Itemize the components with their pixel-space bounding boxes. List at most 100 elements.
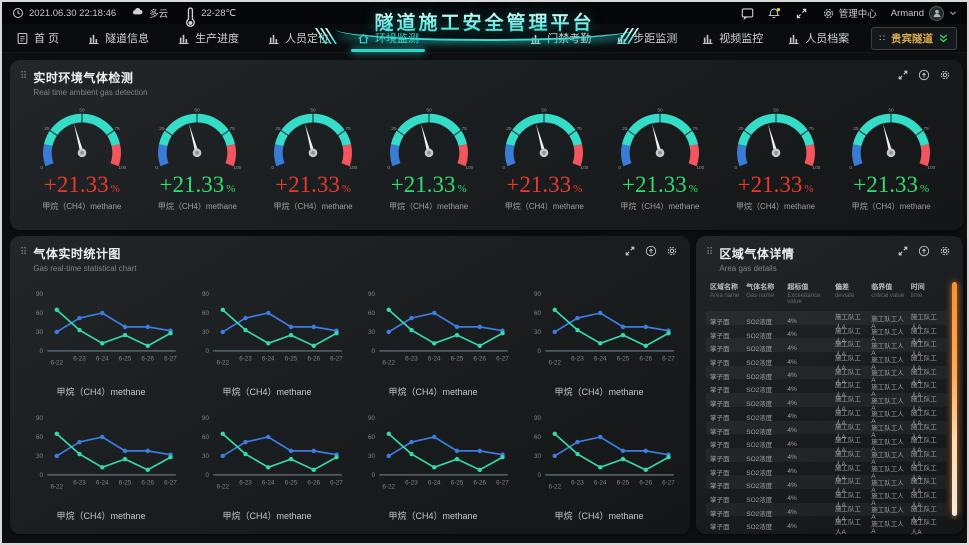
gauge-label: 甲烷（CH4）methane [851, 202, 931, 211]
table-cell: 施工队工人A [910, 519, 937, 537]
message-icon[interactable] [741, 7, 754, 20]
table-cell: 施工队工人A [910, 327, 937, 345]
column-header-0: 区域名称 Area name [710, 284, 740, 299]
table-cell: 掌子面 [710, 510, 730, 518]
svg-text:6-23: 6-23 [239, 479, 252, 486]
table-cell: 施工队工人A [834, 314, 861, 331]
svg-text:60: 60 [202, 310, 210, 317]
drag-handle-icon[interactable]: ⠿ [20, 71, 28, 82]
table-cell: 施工队工人A [871, 452, 904, 467]
gauge-value: +21.33% [737, 172, 814, 197]
table-cell: 施工队工人A [834, 327, 861, 345]
drag-handle-icon[interactable]: ⠿ [706, 247, 714, 258]
panel-gas-chart: ⠿ 气体实时统计图 Gas real-time statistical char… [10, 236, 690, 534]
nav-item-right-2[interactable]: 视频监控 [699, 24, 765, 52]
table-cell: 施工队工人A [910, 423, 937, 441]
gas-line-chart-7: 0 30 60 90 6-22 6-23 6-24 6-25 6-26 6-27 甲烷（CH4）me… [516, 401, 682, 525]
nav-item-left-3[interactable]: 人员定位 [265, 24, 331, 52]
table-row: 掌子面 SO2浓度 4% 施工队工人A 施工队工人A 施工队工人A [706, 462, 947, 482]
table-cell: 施工队工人A [871, 383, 904, 398]
svg-text:6-27: 6-27 [662, 479, 675, 486]
table-cell: 4% [787, 317, 797, 325]
svg-text:6-22: 6-22 [548, 359, 561, 366]
user-menu[interactable]: Armand [891, 5, 957, 21]
svg-text:6-26: 6-26 [639, 479, 652, 486]
svg-text:0: 0 [734, 165, 737, 171]
svg-text:100: 100 [118, 165, 126, 171]
drag-handle-icon[interactable]: ⠿ [20, 247, 28, 258]
notification-bell-icon[interactable] [767, 7, 781, 20]
column-header-5: 时间 time [910, 284, 925, 299]
gauge-row: 0 25 50 75 100 +21.33% 甲烷（CH4）methane 0 25 50 75 10… [10, 97, 963, 212]
panel-subtitle: Area gas details [719, 264, 777, 273]
table-cell: 4% [787, 413, 797, 421]
export-icon[interactable] [918, 69, 930, 81]
svg-text:60: 60 [36, 310, 44, 317]
table-cell: 施工队工人A [910, 382, 937, 400]
table-cell: SO2浓度 [746, 524, 773, 532]
chart-x-label: 甲烷（CH4）methane [388, 510, 478, 521]
svg-text:60: 60 [534, 310, 542, 317]
table-cell: 4% [787, 344, 797, 352]
svg-text:30: 30 [534, 329, 542, 336]
table-cell: 施工队工人A [834, 519, 861, 537]
export-icon[interactable] [645, 245, 657, 257]
gas-gauge-1: 0 25 50 75 100 +21.33% 甲烷（CH4）methane [141, 99, 253, 212]
gauge-value: +21.33% [621, 172, 698, 197]
table-cell: 4% [787, 399, 797, 407]
table-cell: SO2浓度 [746, 483, 773, 491]
table-cell: 施工队工人A [871, 425, 904, 439]
gas-gauge-7: 0 25 50 75 100 +21.33% 甲烷（CH4）methane [835, 99, 947, 212]
svg-text:6-25: 6-25 [617, 355, 630, 362]
panel-settings-icon[interactable] [939, 69, 951, 81]
gauge-value: +21.33% [275, 172, 352, 197]
nav-item-left-1[interactable]: 隧道信息 [85, 24, 151, 52]
fullscreen-icon[interactable] [795, 7, 808, 20]
gas-gauge-6: 0 25 50 75 100 +21.33% 甲烷（CH4）methane [720, 99, 832, 212]
svg-text:30: 30 [202, 329, 210, 336]
table-cell: 施工队工人A [871, 315, 904, 330]
svg-text:6-27: 6-27 [164, 479, 177, 486]
column-header-4: 临界值 critical value [871, 284, 905, 299]
gas-gauge-5: 0 25 50 75 100 +21.33% 甲烷（CH4）methane [604, 99, 716, 212]
svg-text:6-22: 6-22 [50, 483, 63, 490]
table-cell: SO2浓度 [746, 319, 773, 326]
table-body: 掌子面 SO2浓度 4% 施工队工人A 施工队工人A 施工队工人A 掌子面 SO2浓度 4% 施工… [706, 311, 947, 536]
table-cell: 施工队工人A [871, 479, 904, 494]
svg-text:0: 0 [538, 472, 542, 479]
table-row: 掌子面 SO2浓度 4% 施工队工人A 施工队工人A 施工队工人A [706, 434, 947, 454]
nav-item-right-3[interactable]: 人员档案 [785, 24, 851, 52]
svg-text:6-24: 6-24 [96, 355, 109, 362]
table-cell: 4% [787, 427, 797, 434]
table-cell: 4% [787, 385, 797, 393]
expand-panel-icon[interactable] [624, 245, 636, 257]
table-cell: 施工队工人A [834, 409, 861, 427]
svg-text:0: 0 [40, 348, 44, 355]
panel-settings-icon[interactable] [666, 245, 678, 257]
svg-text:50: 50 [773, 108, 779, 114]
panel-settings-icon[interactable] [939, 245, 951, 257]
table-cell: 4% [787, 509, 797, 517]
table-cell: SO2浓度 [746, 510, 773, 518]
expand-panel-icon[interactable] [897, 245, 909, 257]
project-selector[interactable]: ∷ 贵宾隧道 [871, 26, 957, 50]
nav-item-left-2[interactable]: 生产进度 [175, 24, 241, 52]
expand-panel-icon[interactable] [897, 69, 909, 81]
svg-text:6-26: 6-26 [141, 479, 154, 486]
scrollbar-thumb[interactable] [952, 282, 957, 516]
temperature-text: 22-28℃ [201, 7, 237, 19]
table-cell: 施工队工人A [910, 396, 937, 414]
table-cell: SO2浓度 [746, 332, 773, 340]
export-icon[interactable] [918, 245, 930, 257]
table-cell: 施工队工人A [910, 491, 937, 509]
chart-x-label: 甲烷（CH4）methane [554, 386, 644, 397]
nav-item-left-0[interactable]: 首 页 [14, 24, 61, 52]
panel-title: 气体实时统计图 [33, 247, 121, 261]
admin-center-button[interactable]: 管理中心 [822, 6, 877, 20]
svg-text:6-22: 6-22 [216, 483, 229, 490]
table-cell: 施工队工人A [871, 356, 904, 371]
svg-text:25: 25 [507, 126, 513, 132]
svg-text:0: 0 [40, 165, 43, 171]
nav-item-label: 首 页 [34, 33, 60, 45]
svg-text:100: 100 [465, 165, 473, 171]
